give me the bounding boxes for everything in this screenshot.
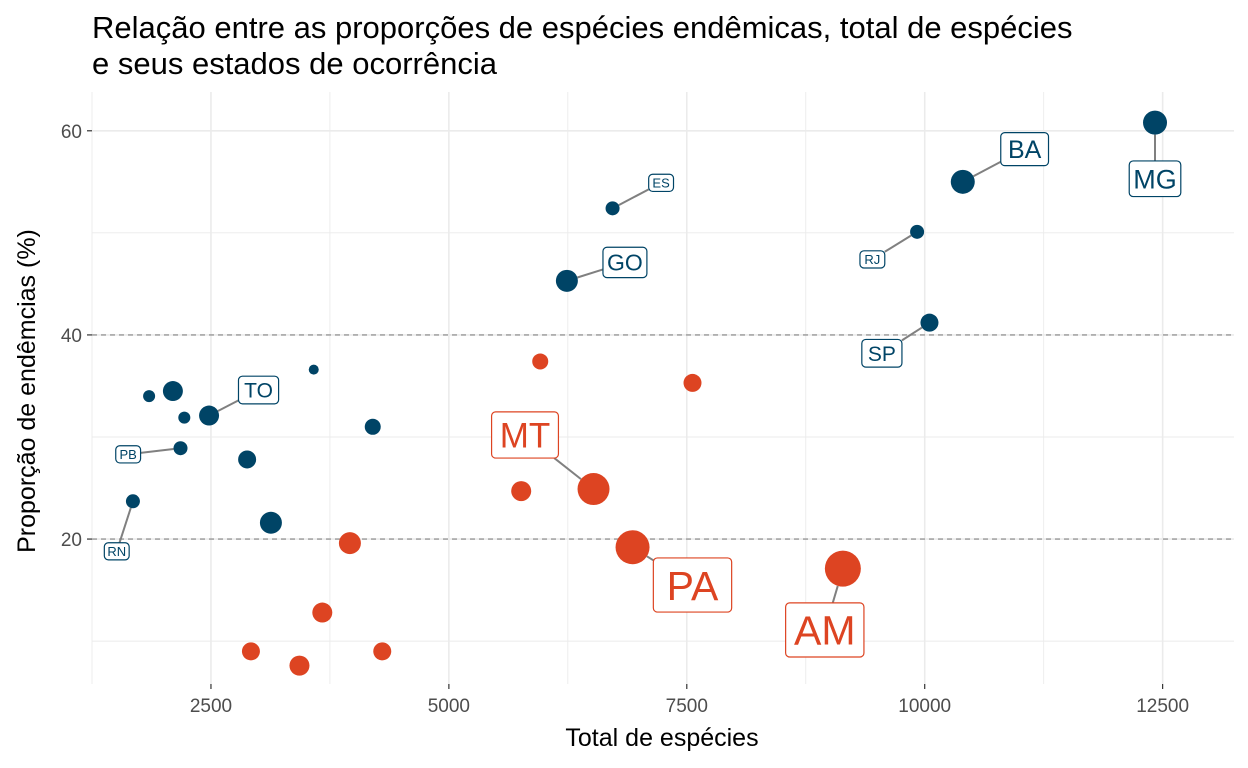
- data-point: [577, 473, 610, 506]
- point-label-box: [1000, 132, 1050, 167]
- data-point: [241, 642, 260, 661]
- point-label-rj: RJ: [864, 252, 880, 267]
- data-point: [143, 390, 156, 403]
- data-point: [173, 441, 188, 456]
- point-label-to: TO: [244, 380, 273, 403]
- data-point: [532, 353, 549, 370]
- y-tick-label: 40: [61, 326, 82, 347]
- label-connector: [646, 555, 654, 562]
- data-points: [125, 110, 1168, 676]
- point-label-ba: BA: [1008, 136, 1042, 164]
- point-label-box: [490, 411, 560, 459]
- data-point: [683, 373, 702, 392]
- axes: 2500 5000 7500 10000 12500 20 40 60: [61, 122, 1189, 717]
- label-connector: [140, 448, 174, 454]
- data-point: [364, 418, 381, 435]
- y-tick-label: 20: [61, 530, 82, 551]
- label-connector: [972, 160, 1002, 178]
- point-labels: MG BA RJ SP ES GO TO PB RN AM PA MT: [103, 132, 1182, 658]
- data-point: [308, 364, 319, 375]
- data-point: [824, 550, 861, 587]
- data-point: [238, 450, 257, 469]
- point-label-am: AM: [794, 608, 856, 654]
- x-tick-label: 10000: [898, 696, 951, 717]
- point-label-box: [602, 246, 648, 279]
- point-label-pa: PA: [667, 563, 719, 609]
- point-label-go: GO: [607, 250, 643, 276]
- point-label-pb: PB: [119, 447, 136, 462]
- x-tick-label: 5000: [428, 696, 470, 717]
- point-label-es: ES: [652, 176, 670, 191]
- x-tick-label: 2500: [190, 696, 232, 717]
- data-point: [605, 201, 620, 216]
- point-label-box: [237, 375, 280, 405]
- data-point: [312, 602, 333, 623]
- data-point: [289, 655, 310, 676]
- label-connector: [831, 585, 839, 604]
- point-label-box: [861, 338, 903, 368]
- point-label-box: [103, 542, 130, 561]
- point-label-box: [859, 250, 886, 269]
- data-point: [1143, 110, 1168, 135]
- chart-title-line-1: Relação entre as proporções de espécies …: [92, 10, 1073, 45]
- data-point: [373, 642, 392, 661]
- data-point: [910, 224, 925, 239]
- label-connector: [884, 234, 912, 253]
- data-point: [162, 381, 183, 402]
- point-label-box: [785, 602, 865, 658]
- label-connector: [118, 507, 132, 544]
- reference-lines: [92, 334, 1234, 540]
- label-connectors: [118, 134, 1157, 604]
- point-label-box: [115, 445, 142, 464]
- data-point: [950, 169, 975, 194]
- chart-title: Relação entre as proporções de espécies …: [92, 10, 1232, 82]
- data-point: [511, 481, 532, 502]
- chart-title-line-2: e seus estados de ocorrência: [92, 46, 497, 81]
- y-tick-label: 60: [61, 122, 82, 143]
- x-axis-title: Total de espécies: [565, 724, 758, 752]
- data-point: [259, 511, 282, 534]
- data-point: [125, 494, 140, 509]
- data-point: [338, 532, 361, 555]
- point-label-box: [652, 557, 733, 613]
- data-point: [199, 405, 220, 426]
- data-point: [178, 411, 191, 424]
- point-label-rn: RN: [107, 544, 126, 559]
- point-label-box: [648, 173, 675, 193]
- label-connector: [553, 457, 582, 480]
- point-label-mt: MT: [500, 417, 551, 456]
- point-label-mg: MG: [1133, 164, 1177, 194]
- label-connector: [901, 326, 923, 342]
- x-tick-label: 7500: [666, 696, 708, 717]
- label-connector: [577, 268, 604, 279]
- data-point: [920, 313, 939, 332]
- data-point: [555, 269, 578, 292]
- x-tick-label: 12500: [1136, 696, 1189, 717]
- y-axis-title: Proporção de endêmcias (%): [13, 229, 41, 553]
- point-label-sp: SP: [868, 343, 896, 366]
- label-connector: [618, 188, 650, 206]
- point-label-box: [1128, 160, 1182, 198]
- label-connector: [217, 399, 239, 412]
- data-point: [615, 530, 650, 565]
